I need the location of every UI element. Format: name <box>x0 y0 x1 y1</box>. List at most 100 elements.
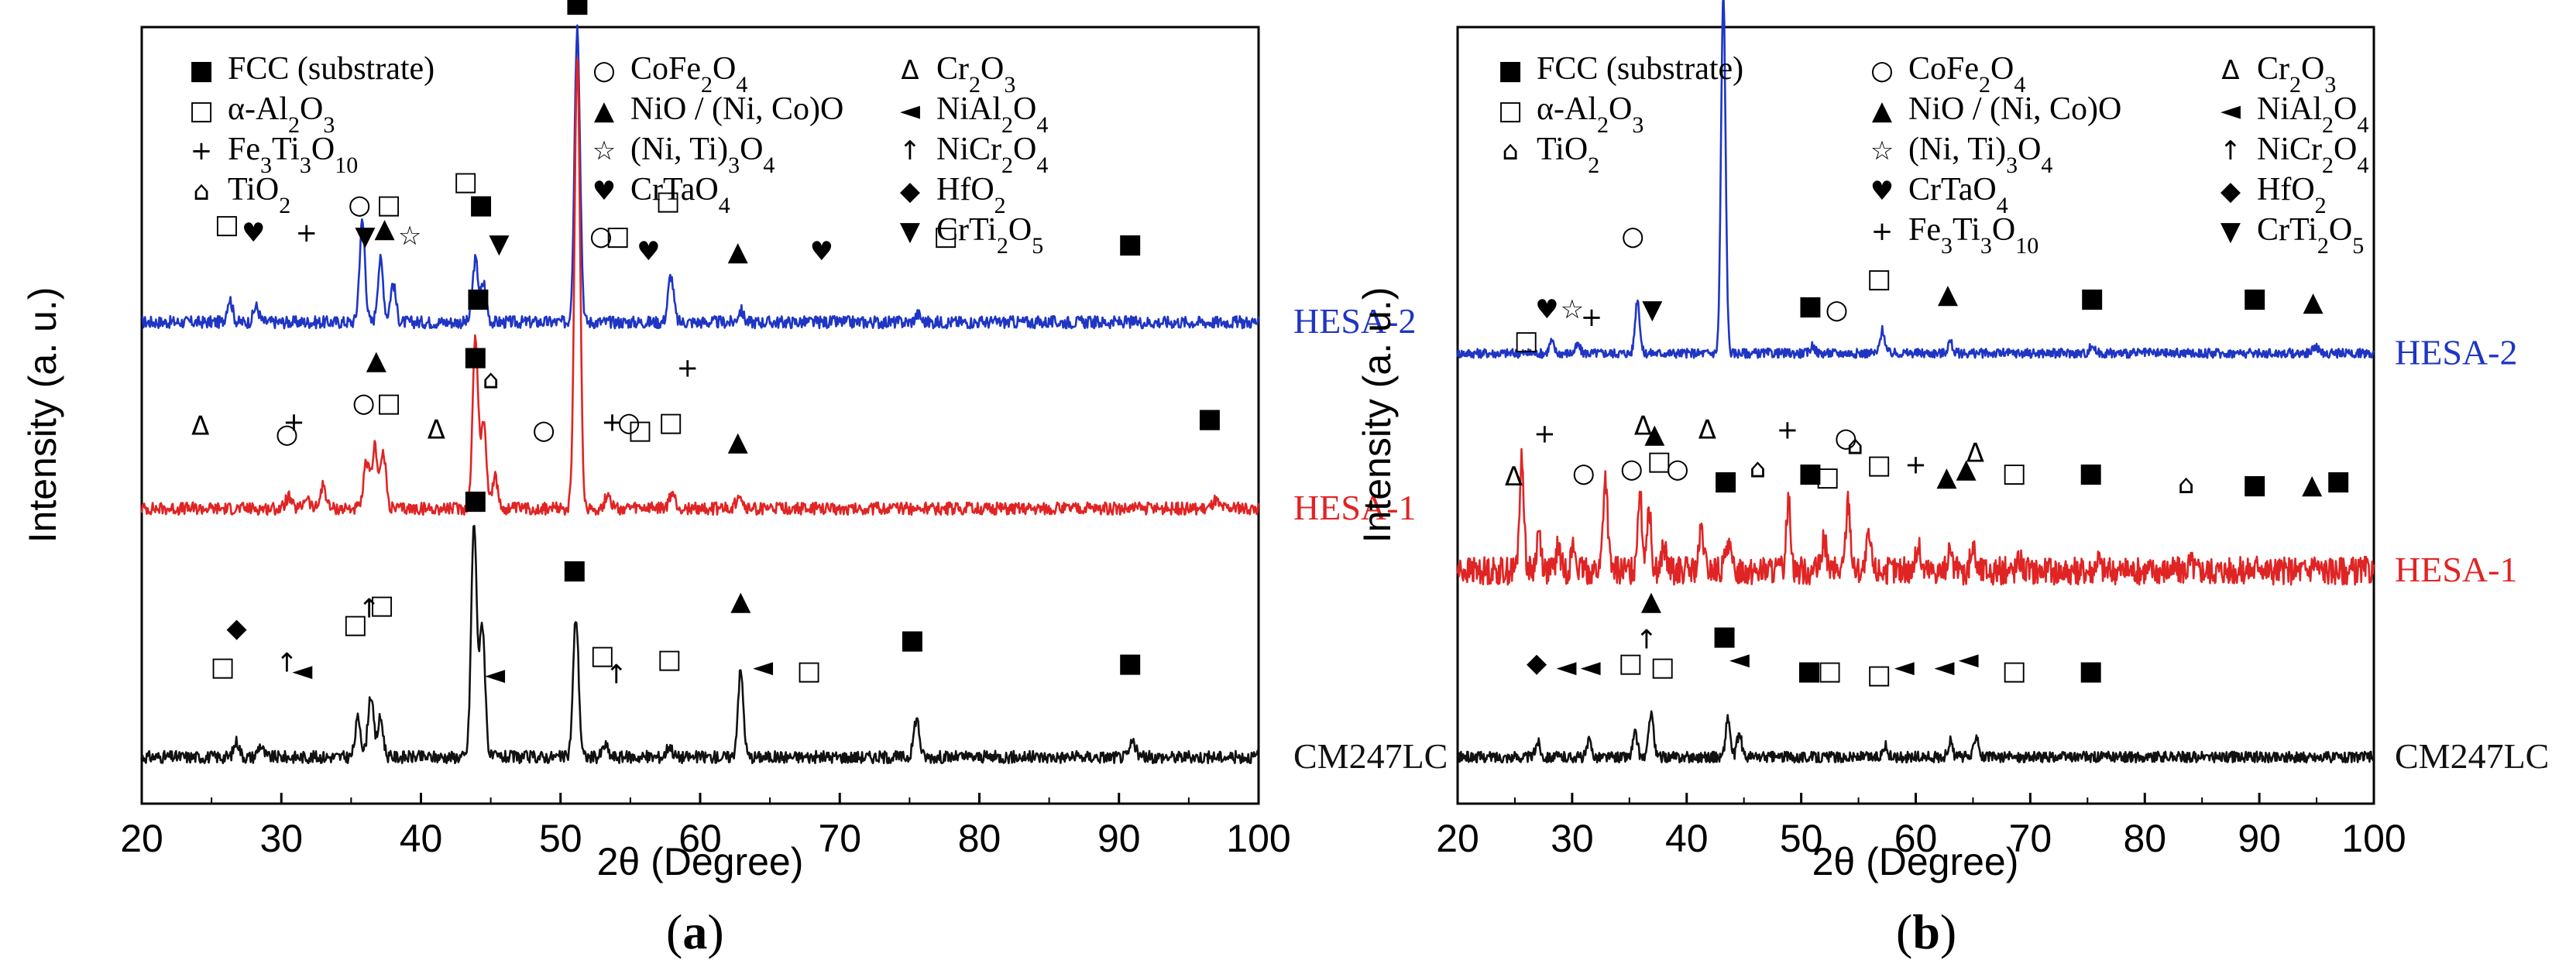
phase-marker: □ <box>1650 652 1675 683</box>
phase-marker: ○ <box>1620 454 1643 485</box>
phase-marker: + <box>677 352 699 383</box>
phase-marker: □ <box>1818 656 1843 687</box>
panel-label-a: (a) <box>666 904 724 959</box>
phase-marker: + <box>295 218 318 249</box>
series-label-hesa-1: HESA-1 <box>1293 488 1416 527</box>
phase-marker: ○ <box>276 419 299 450</box>
series-group-b <box>1456 0 2375 764</box>
phase-marker: ◄ <box>1729 643 1750 674</box>
legend-label-crta: CrTaO4 <box>630 172 730 218</box>
legend-label-al2o3: α-Al2O3 <box>1537 91 1643 138</box>
phase-marker: ▲ <box>728 427 749 458</box>
x-axis-title-a: 2θ (Degree) <box>597 840 804 883</box>
phase-marker: ◄ <box>485 660 506 691</box>
legend-symbol-fe3ti: + <box>191 135 213 166</box>
phase-marker: □ <box>933 221 958 252</box>
legend-label-tio2: TiO2 <box>228 172 290 218</box>
legend-symbol-tio2: ⌂ <box>1502 135 1519 166</box>
phase-marker: ▲ <box>728 236 749 267</box>
legend-label-nial: NiAl2O4 <box>2257 91 2368 138</box>
legend-label-hfo2: HfO2 <box>2257 172 2327 218</box>
series-line-cm247lc <box>1456 710 2375 764</box>
phase-marker: ⌂ <box>483 364 500 395</box>
x-axis-a: 20 30 40 50 60 70 80 90 100 <box>120 793 1291 860</box>
legend-label-niti: (Ni, Ti)3O4 <box>630 132 775 178</box>
phase-marker: + <box>1777 415 1799 446</box>
x-tick-label: 80 <box>2123 817 2166 860</box>
legend-label-hfo2: HfO2 <box>936 172 1006 218</box>
phase-marker: ■ <box>1118 228 1142 259</box>
phase-marker: ♥ <box>637 236 660 267</box>
phase-marker: ▲ <box>1641 585 1662 616</box>
phase-marker: ☆ <box>398 221 421 252</box>
legend-label-cr2o3: Cr2O3 <box>936 51 1015 98</box>
legend-symbol-tio2: ⌂ <box>193 176 210 207</box>
x-tick-label: 40 <box>400 817 443 860</box>
legend-a: ■ FCC (substrate) ○ CoFe2O4 Δ Cr2O3 □ α-Al2O3 ▲ N… <box>189 51 1048 259</box>
phase-marker: □ <box>797 656 822 687</box>
phase-marker: □ <box>606 221 630 252</box>
legend-symbol-niti: ☆ <box>592 135 616 166</box>
phase-marker: ▲ <box>730 585 751 616</box>
phase-marker: □ <box>369 589 394 620</box>
phase-marker: □ <box>1514 325 1539 356</box>
phase-marker: Δ <box>1505 461 1523 492</box>
legend-symbol-fcc: ■ <box>189 55 214 86</box>
y-axis-title-b: Intensity (a. u.) <box>1355 287 1399 544</box>
legend-symbol-cr2o3: Δ <box>901 55 919 86</box>
phase-marker: ▲ <box>2303 286 2324 317</box>
series-label-cm247lc: CM247LC <box>1293 736 1448 776</box>
series-labels-a: HESA-2 HESA-1 CM247LC <box>1293 301 1448 776</box>
phase-marker: ⌂ <box>1846 430 1863 461</box>
phase-marker: ○ <box>1834 423 1857 454</box>
phase-marker: □ <box>655 186 680 217</box>
x-tick-label: 70 <box>2009 817 2052 860</box>
phase-marker: + <box>283 407 305 438</box>
series-label-hesa-2: HESA-2 <box>2395 332 2517 372</box>
legend-symbol-cofe: ○ <box>592 55 616 86</box>
legend-label-crta: CrTaO4 <box>1908 172 2008 218</box>
phase-marker: ↑ <box>359 593 381 624</box>
x-tick-label: 40 <box>1665 817 1709 860</box>
panel-label-b: (b) <box>1896 904 1956 959</box>
phase-markers-a: □ ♥ +○▼□▲ ☆□■▼■○□□♥ ▲ ♥□ ■Δ ○+○▲□Δ■■⌂○ ○+ □+□▲■◆□… <box>191 0 1222 691</box>
phase-marker: ◄ <box>1958 643 1979 674</box>
legend-label-cofe: CoFe2O4 <box>630 51 747 98</box>
phase-marker: ◄ <box>1556 652 1577 683</box>
phase-marker: ■ <box>1712 620 1736 651</box>
phase-marker: ▼ <box>1642 294 1663 325</box>
phase-marker: ◄ <box>1894 652 1915 683</box>
phase-marker: ○ <box>617 407 641 438</box>
phase-marker: ♥ <box>242 218 265 249</box>
phase-marker: ■ <box>900 624 925 655</box>
phase-marker: □ <box>2002 458 2027 489</box>
phase-marker: ○ <box>352 387 376 418</box>
phase-marker: ■ <box>2079 656 2104 687</box>
phase-marker: ↑ <box>606 660 628 691</box>
phase-marker: ◆ <box>1527 647 1547 678</box>
legend-symbol-fcc: ■ <box>1498 55 1523 86</box>
phase-marker: Δ <box>1634 411 1652 442</box>
x-tick-label: 30 <box>1551 817 1594 860</box>
phase-marker: + <box>1905 450 1927 481</box>
legend-symbol-crta: ♥ <box>592 176 616 207</box>
phase-marker: □ <box>210 652 235 683</box>
legend-symbol-crta: ♥ <box>1870 176 1894 207</box>
phase-marker: ■ <box>463 485 488 516</box>
legend-label-nicr: NiCr2O4 <box>2257 132 2368 178</box>
phase-marker: ■ <box>2326 465 2351 496</box>
series-label-hesa-2: HESA-2 <box>1293 301 1416 341</box>
phase-marker: □ <box>1815 461 1840 492</box>
phase-marker: + <box>1581 302 1603 333</box>
phase-marker: ↑ <box>276 647 298 678</box>
phase-marker: □ <box>343 609 368 640</box>
phase-marker: ■ <box>2080 283 2104 314</box>
series-label-cm247lc: CM247LC <box>2395 736 2549 776</box>
phase-marker: □ <box>657 643 682 674</box>
phase-marker: □ <box>1867 660 1891 691</box>
legend-label-cofe: CoFe2O4 <box>1908 51 2025 98</box>
legend-symbol-nicr: ↑ <box>2220 135 2242 166</box>
x-tick-label: 100 <box>2341 817 2406 860</box>
phase-marker: ▲ <box>1956 454 1977 485</box>
